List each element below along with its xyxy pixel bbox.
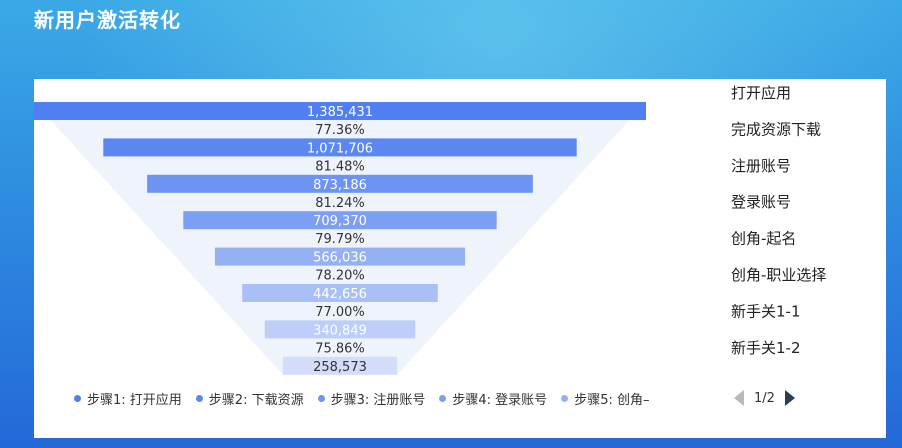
conversion-rate-label: 79.79% [315,232,365,247]
legend-dot-icon [195,394,203,402]
conversion-rate-label: 78.20% [315,269,365,284]
legend-item-1[interactable]: 步骤1: 打开应用 [74,389,182,408]
conversion-rate-label: 81.24% [315,196,365,211]
funnel-bar-8[interactable] [282,356,398,375]
legend-item-5[interactable]: 步骤5: 创角– [561,389,649,408]
funnel-bar-4[interactable] [183,211,497,230]
funnel-shape-background [34,102,646,375]
funnel-bar-2[interactable] [103,138,577,157]
funnel-stage-label: 新手关1-1 [731,302,801,320]
legend-item-3[interactable]: 步骤3: 注册账号 [317,389,426,408]
legend-label: 步骤5: 创角– [574,392,650,408]
conversion-rate-label: 77.36% [315,123,365,138]
chart-legend: 步骤1: 打开应用 步骤2: 下载资源 步骤3: 注册账号 步骤4: 登录账号 … [74,388,649,408]
funnel-stage-label: 创角-职业选择 [731,266,826,284]
funnel-stage-label: 打开应用 [731,84,791,102]
conversion-rate-label: 75.86% [315,341,365,356]
legend-label: 步骤1: 打开应用 [87,392,182,408]
funnel-value-label: 258,573 [313,360,367,375]
funnel-stage-label: 完成资源下载 [731,120,821,138]
legend-prev-page-icon[interactable] [734,390,744,406]
legend-pager: 1/2 [734,388,795,408]
legend-item-2[interactable]: 步骤2: 下载资源 [195,389,304,408]
funnel-bar-3[interactable] [147,174,533,193]
funnel-chart-panel: 1,385,431 打开应用 77.36% 1,071,706 完成资源下载 81.48%… [34,79,886,438]
conversion-rate-label: 81.48% [315,159,365,174]
legend-dot-icon [439,394,447,402]
legend-item-4[interactable]: 步骤4: 登录账号 [439,389,547,408]
funnel-value-label: 442,656 [313,287,367,302]
funnel-value-label: 340,849 [313,323,367,338]
funnel-bar-5[interactable] [214,247,466,266]
funnel-bar-1[interactable] [34,102,646,120]
funnel-stage-label: 注册账号 [731,157,791,175]
funnel-value-label: 709,370 [313,214,367,229]
legend-dot-icon [561,394,569,402]
funnel-value-label: 1,385,431 [307,105,373,120]
funnel-value-label: 1,071,706 [307,141,373,156]
funnel-stage-label: 登录账号 [731,193,791,211]
funnel-stage-label: 新手关1-2 [731,339,801,357]
page-title: 新用户激活转化 [34,8,181,32]
legend-dot-icon [74,394,81,402]
legend-page-indicator: 1/2 [754,390,775,406]
funnel-chart: 1,385,431 打开应用 77.36% 1,071,706 完成资源下载 81.48%… [34,84,826,375]
legend-label: 步骤2: 下载资源 [208,392,304,408]
funnel-value-label: 873,186 [313,178,367,193]
funnel-value-label: 566,036 [313,251,367,266]
legend-label: 步骤4: 登录账号 [452,392,548,408]
funnel-bar-7[interactable] [264,320,416,339]
funnel-bar-6[interactable] [242,284,438,302]
funnel-stage-label: 创角-起名 [731,230,796,248]
source-watermark: @稀土掘金技术社区 [758,419,884,435]
legend-dot-icon [317,394,325,402]
legend-next-page-icon[interactable] [784,390,795,406]
legend-label: 步骤3: 注册账号 [330,392,426,408]
conversion-rate-label: 77.00% [315,305,365,320]
